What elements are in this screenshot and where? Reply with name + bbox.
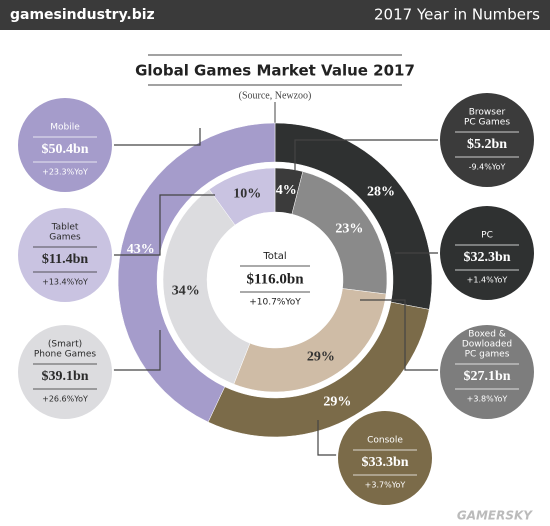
connector	[317, 420, 338, 456]
callout-circle	[438, 204, 536, 302]
callout-yoy: +3.7%YoY	[365, 481, 406, 490]
callout-title: Mobile	[50, 123, 80, 133]
callout-circle	[16, 96, 114, 194]
ring-segment	[274, 122, 433, 310]
watermark: GAMERSKY	[457, 509, 533, 523]
callout-circle	[16, 206, 114, 304]
connector	[112, 330, 161, 371]
rings: 28% 29% 43% 4% 23% 29% 34% 10%	[117, 122, 433, 438]
callout-circle	[438, 91, 536, 189]
connector	[360, 299, 440, 371]
callout-title: PC Games	[464, 118, 510, 128]
callout-title: Browser	[469, 108, 506, 118]
callout-amount: $32.3bn	[463, 250, 510, 265]
callout-amount: $50.4bn	[41, 142, 88, 157]
value-label: 29%	[307, 350, 335, 365]
callout-yoy: +3.8%YoY	[467, 395, 508, 404]
ring-segment	[208, 167, 276, 226]
chart-subtitle: (Source, Newzoo)	[239, 90, 312, 101]
header-bar	[0, 0, 550, 30]
callout-title: (Smart)	[48, 340, 82, 350]
ring-segment	[233, 288, 387, 393]
callout-amount: $39.1bn	[41, 369, 88, 384]
value-label: 10%	[233, 187, 261, 202]
value-label: 43%	[127, 242, 155, 257]
callout-amount: $11.4bn	[42, 252, 89, 267]
value-label: 29%	[323, 395, 351, 410]
callout-yoy: +23.3%YoY	[42, 168, 88, 177]
value-label: 28%	[367, 185, 395, 200]
callout-title: PC	[481, 231, 493, 241]
logo: gamesindustry.biz	[10, 7, 155, 23]
connector	[112, 194, 215, 256]
header-title: 2017 Year in Numbers	[374, 6, 540, 24]
callout-title: Console	[367, 436, 403, 446]
callout-amount: $33.3bn	[361, 455, 408, 470]
ring-segment	[207, 301, 430, 438]
value-label: 4%	[276, 183, 297, 198]
callout-title: Games	[49, 233, 81, 243]
center-label: Total	[262, 251, 286, 262]
value-label: 23%	[335, 222, 363, 237]
connector	[294, 139, 440, 170]
connector	[112, 128, 201, 146]
callout-amount: $27.1bn	[463, 369, 510, 384]
callout-amount: $5.2bn	[467, 137, 507, 152]
value-label: 34%	[172, 283, 200, 298]
callout-title: Tablet	[51, 223, 79, 233]
center-yoy: +10.7%YoY	[249, 298, 301, 308]
callout-circle	[336, 409, 434, 507]
callout-yoy: +26.6%YoY	[42, 395, 88, 404]
chart-title: Global Games Market Value 2017	[135, 62, 415, 80]
callout-yoy: +13.4%YoY	[42, 278, 88, 287]
callout-circle	[16, 323, 114, 421]
connectors	[112, 128, 440, 456]
callout-title: Boxed &	[468, 330, 506, 340]
callout-yoy: -9.4%YoY	[469, 163, 506, 172]
ring-segment	[117, 122, 276, 423]
callout-yoy: +1.4%YoY	[467, 276, 508, 285]
callout-title: Dowloaded	[462, 340, 512, 350]
center-amount: $116.0bn	[246, 271, 304, 287]
callout-circle	[438, 323, 536, 421]
callout-title: Phone Games	[34, 350, 97, 360]
callout-title: PC games	[465, 350, 510, 360]
